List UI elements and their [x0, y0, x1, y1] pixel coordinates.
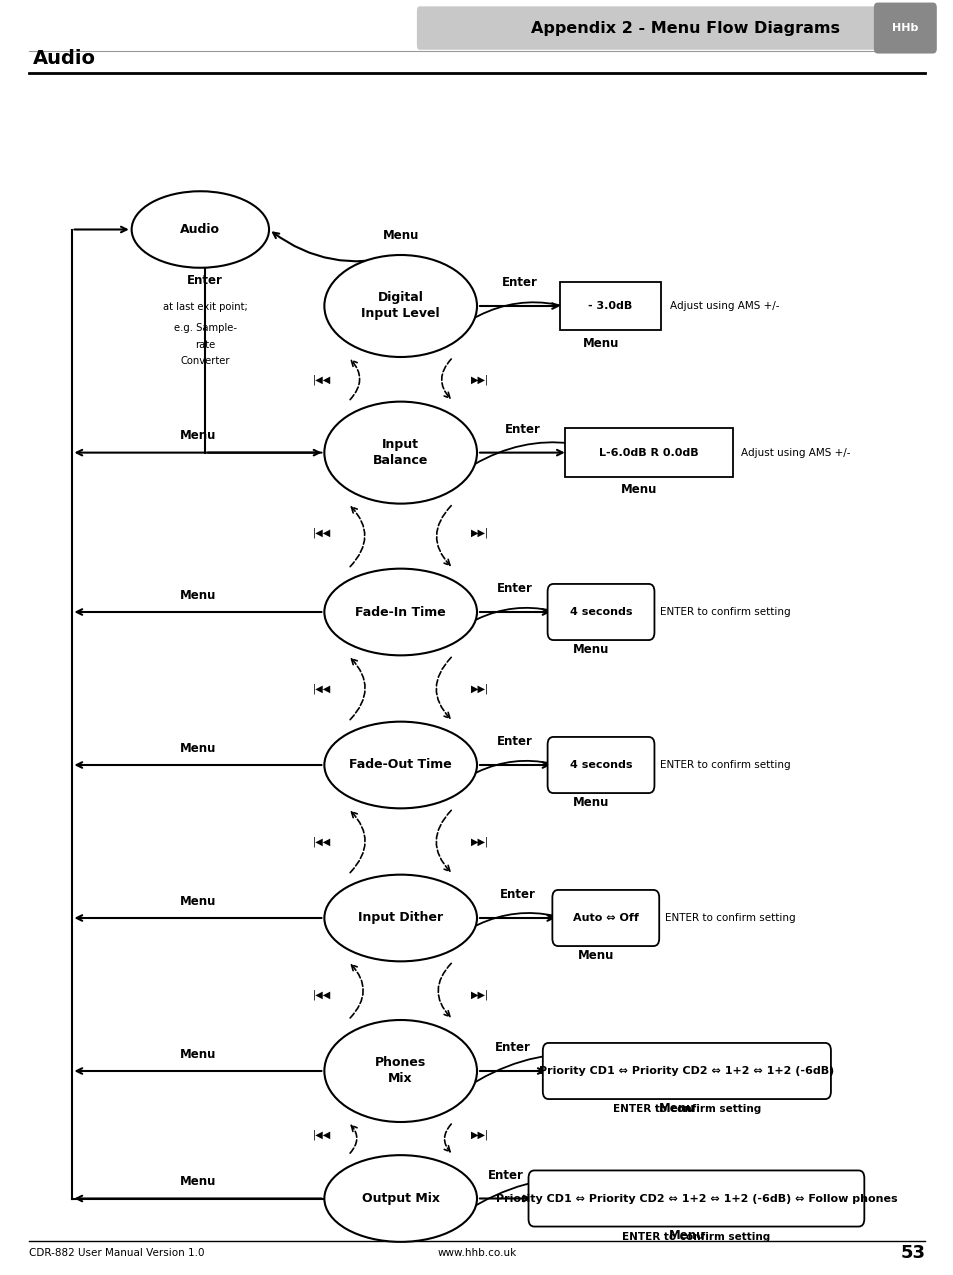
Text: 53: 53	[900, 1244, 924, 1262]
Ellipse shape	[324, 1155, 476, 1242]
Text: ▶▶|: ▶▶|	[470, 836, 489, 847]
Text: ENTER to confirm setting: ENTER to confirm setting	[659, 607, 790, 617]
Text: 4 seconds: 4 seconds	[569, 760, 632, 770]
Text: |◀◀: |◀◀	[312, 683, 331, 694]
Text: Menu: Menu	[582, 337, 618, 349]
Ellipse shape	[324, 255, 476, 357]
FancyBboxPatch shape	[547, 737, 654, 793]
Text: rate: rate	[194, 340, 215, 351]
Text: Audio: Audio	[33, 48, 96, 68]
Ellipse shape	[324, 1020, 476, 1122]
Text: ENTER to confirm setting: ENTER to confirm setting	[621, 1232, 770, 1242]
Text: Menu: Menu	[179, 1048, 216, 1061]
Text: e.g. Sample-: e.g. Sample-	[173, 323, 236, 333]
Text: |◀◀: |◀◀	[312, 1130, 331, 1140]
Text: Input Dither: Input Dither	[357, 912, 443, 924]
Text: Audio: Audio	[180, 223, 220, 236]
Text: ▶▶|: ▶▶|	[470, 683, 489, 694]
Text: Menu: Menu	[179, 1176, 216, 1188]
Text: ▶▶|: ▶▶|	[470, 374, 489, 385]
Text: ▶▶|: ▶▶|	[470, 989, 489, 1000]
Text: Enter: Enter	[495, 1042, 530, 1054]
Ellipse shape	[324, 722, 476, 808]
Text: |◀◀: |◀◀	[312, 527, 331, 538]
Text: at last exit point;: at last exit point;	[163, 302, 247, 312]
FancyBboxPatch shape	[552, 890, 659, 946]
Ellipse shape	[324, 402, 476, 504]
Text: |◀◀: |◀◀	[312, 836, 331, 847]
Text: Menu: Menu	[668, 1229, 704, 1242]
Text: |◀◀: |◀◀	[312, 374, 331, 385]
Text: CDR-882 User Manual Version 1.0: CDR-882 User Manual Version 1.0	[29, 1248, 204, 1258]
Text: Enter: Enter	[499, 889, 535, 901]
FancyBboxPatch shape	[528, 1170, 863, 1227]
Text: ENTER to confirm setting: ENTER to confirm setting	[612, 1104, 760, 1114]
Text: Enter: Enter	[501, 277, 537, 289]
Text: Appendix 2 - Menu Flow Diagrams: Appendix 2 - Menu Flow Diagrams	[530, 20, 839, 36]
FancyBboxPatch shape	[547, 584, 654, 640]
Text: ENTER to confirm setting: ENTER to confirm setting	[664, 913, 795, 923]
Text: ▶▶|: ▶▶|	[470, 1130, 489, 1140]
Text: Enter: Enter	[497, 583, 533, 595]
Text: Menu: Menu	[573, 796, 609, 808]
Text: HHb: HHb	[891, 23, 918, 33]
Text: Menu: Menu	[179, 430, 216, 442]
Text: Input
Balance: Input Balance	[373, 439, 428, 467]
Ellipse shape	[324, 875, 476, 961]
Text: Menu: Menu	[179, 895, 216, 908]
Text: Enter: Enter	[487, 1169, 523, 1182]
Text: Enter: Enter	[504, 423, 539, 436]
FancyBboxPatch shape	[564, 428, 732, 477]
Text: www.hhb.co.uk: www.hhb.co.uk	[436, 1248, 517, 1258]
Text: Phones
Mix: Phones Mix	[375, 1057, 426, 1085]
Text: Menu: Menu	[659, 1102, 695, 1114]
Text: Converter: Converter	[180, 356, 230, 366]
Text: ENTER to confirm setting: ENTER to confirm setting	[659, 760, 790, 770]
Ellipse shape	[324, 569, 476, 655]
Text: Menu: Menu	[179, 589, 216, 602]
Text: Adjust using AMS +/-: Adjust using AMS +/-	[669, 301, 779, 311]
Ellipse shape	[132, 191, 269, 268]
Text: Menu: Menu	[382, 230, 418, 242]
FancyBboxPatch shape	[873, 3, 936, 54]
Text: 4 seconds: 4 seconds	[569, 607, 632, 617]
Text: ▶▶|: ▶▶|	[470, 527, 489, 538]
Text: Menu: Menu	[573, 643, 609, 655]
Text: Fade-Out Time: Fade-Out Time	[349, 759, 452, 771]
FancyBboxPatch shape	[542, 1043, 830, 1099]
Text: |◀◀: |◀◀	[312, 989, 331, 1000]
Text: Enter: Enter	[497, 736, 533, 748]
Text: L-6.0dB R 0.0dB: L-6.0dB R 0.0dB	[598, 448, 698, 458]
Text: Priority CD1 ⇔ Priority CD2 ⇔ 1+2 ⇔ 1+2 (-6dB) ⇔ Follow phones: Priority CD1 ⇔ Priority CD2 ⇔ 1+2 ⇔ 1+2 …	[496, 1193, 896, 1204]
FancyBboxPatch shape	[559, 282, 660, 330]
Text: Menu: Menu	[620, 483, 657, 496]
Text: Fade-In Time: Fade-In Time	[355, 606, 446, 618]
Text: Digital
Input Level: Digital Input Level	[361, 292, 439, 320]
FancyBboxPatch shape	[416, 6, 913, 50]
Text: Menu: Menu	[578, 949, 614, 961]
Text: Priority CD1 ⇔ Priority CD2 ⇔ 1+2 ⇔ 1+2 (-6dB): Priority CD1 ⇔ Priority CD2 ⇔ 1+2 ⇔ 1+2 …	[538, 1066, 834, 1076]
Text: Output Mix: Output Mix	[361, 1192, 439, 1205]
Text: Adjust using AMS +/-: Adjust using AMS +/-	[740, 448, 850, 458]
Text: - 3.0dB: - 3.0dB	[588, 301, 632, 311]
Text: Enter: Enter	[187, 274, 223, 287]
Text: Auto ⇔ Off: Auto ⇔ Off	[572, 913, 639, 923]
Text: Menu: Menu	[179, 742, 216, 755]
